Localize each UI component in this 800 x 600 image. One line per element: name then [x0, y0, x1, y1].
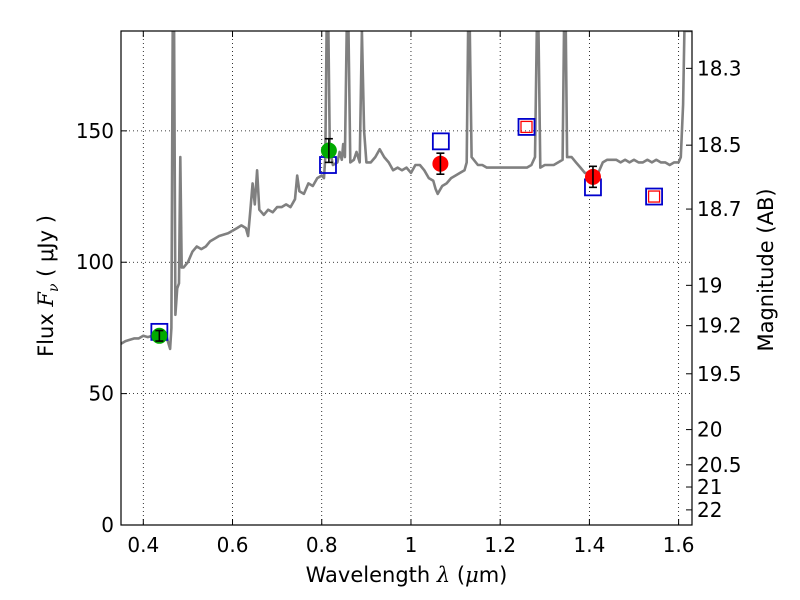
red-square-0 [520, 120, 533, 134]
y2-tick-label-9: 22 [697, 498, 722, 522]
model-square-5 [645, 187, 663, 206]
y2-tick-label-2: 18.7 [697, 197, 742, 221]
x-tick-label-3: 1 [405, 533, 418, 557]
photometry-markers [150, 118, 663, 344]
x-tick-label-0: 0.4 [127, 533, 159, 557]
y-tick-label-3: 150 [76, 119, 114, 143]
y2-tick-label-7: 20.5 [697, 453, 742, 477]
y2-tick-label-5: 19.5 [697, 362, 742, 386]
model-square-2 [431, 132, 450, 151]
x-tick-label-2: 0.8 [306, 533, 338, 557]
model-square-3 [517, 118, 536, 136]
y-tick-label-2: 100 [76, 250, 114, 274]
y2-tick-label-0: 18.3 [697, 56, 742, 80]
red-square-1 [647, 190, 661, 203]
y2-tick-label-3: 19 [697, 273, 722, 297]
plot-frame [120, 30, 693, 526]
x-tick-label-1: 0.6 [217, 533, 249, 557]
axes: 0.4 0.6 0.8 1 1.2 1.4 1.6 0 50 100 150 18.3 18.5 18.7… [76, 31, 742, 557]
y2-axis-label: Magnitude (AB) [754, 188, 778, 351]
y-tick-label-0: 0 [101, 513, 114, 537]
plot-area [121, 31, 692, 525]
y-axis-label: Flux Fν ( μJy ) [34, 215, 62, 357]
y2-tick-label-4: 19.2 [697, 314, 742, 338]
y2-tick-label-1: 18.5 [697, 133, 742, 157]
y2-tick-label-8: 21 [697, 475, 722, 499]
y2-tick-label-6: 20 [697, 418, 722, 442]
x-axis-label: Wavelength λ (μm) [306, 563, 508, 587]
x-tick-label-5: 1.4 [573, 533, 605, 557]
x-tick-label-6: 1.6 [663, 533, 695, 557]
x-tick-label-4: 1.2 [484, 533, 516, 557]
y-tick-label-1: 50 [89, 382, 114, 406]
